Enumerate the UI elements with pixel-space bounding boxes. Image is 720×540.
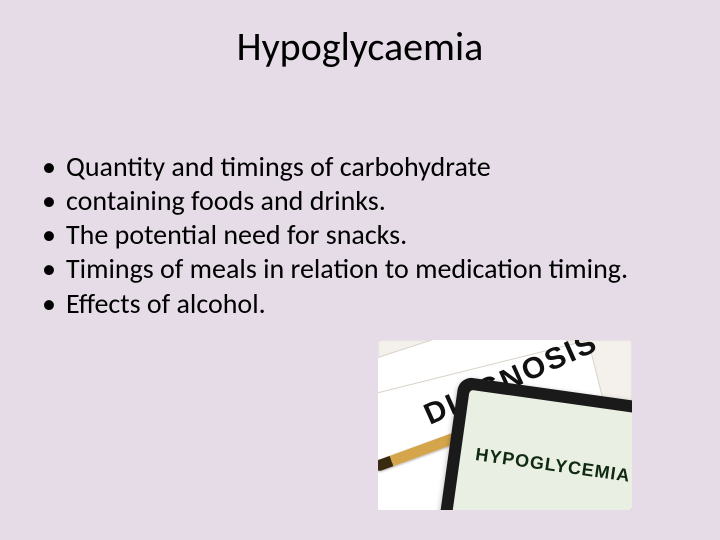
tablet-screen: HYPOGLYCEMIA (452, 390, 632, 510)
list-item: The potential need for snacks. (40, 218, 680, 252)
list-item: Quantity and timings of carbohydrate (40, 150, 680, 184)
slide-body: Quantity and timings of carbohydrate con… (40, 150, 680, 321)
slide-title: Hypoglycaemia (0, 0, 720, 71)
list-item: Timings of meals in relation to medicati… (40, 252, 680, 286)
list-item: Effects of alcohol. (40, 287, 680, 321)
bullet-list: Quantity and timings of carbohydrate con… (40, 150, 680, 321)
illustration-photo: DIAGNOSIS HYPOGLYCEMIA (378, 340, 632, 510)
list-item: containing foods and drinks. (40, 184, 680, 218)
tablet-device: HYPOGLYCEMIA (439, 376, 632, 510)
tablet-screen-text: HYPOGLYCEMIA (474, 444, 632, 487)
